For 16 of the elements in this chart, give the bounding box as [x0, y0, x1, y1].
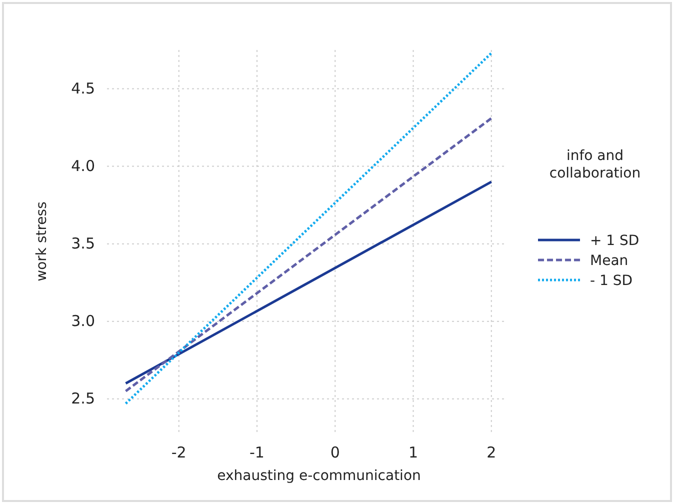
x-axis-title: exhausting e-communication [217, 468, 421, 484]
y-tick-label: 3.5 [71, 234, 95, 253]
x-tick-label: 2 [486, 444, 496, 462]
y-tick-label: 2.5 [71, 390, 95, 408]
legend-title: info and collaboration [549, 148, 641, 182]
x-tick-label: 1 [408, 444, 418, 462]
x-tick-label: 0 [330, 444, 340, 462]
y-axis-title: work stress [34, 202, 50, 282]
y-tick-label: 4.0 [71, 157, 95, 176]
legend-label: - 1 SD [590, 273, 633, 289]
y-tick-label: 4.5 [71, 80, 95, 98]
x-tick-label: -2 [171, 444, 186, 462]
legend-label: + 1 SD [590, 233, 640, 249]
x-tick-label: -1 [250, 444, 264, 462]
y-tick-label: 3.0 [71, 312, 95, 330]
legend-label: Mean [590, 253, 628, 269]
